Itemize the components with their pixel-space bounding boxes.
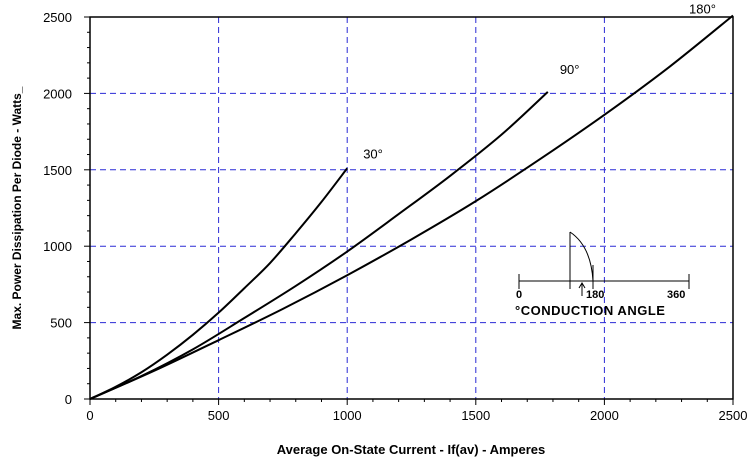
conduction-angle-inset: 0 180 360 °CONDUCTION ANGLE: [515, 231, 690, 318]
plot-frame: [89, 16, 734, 400]
series-line-1: [89, 91, 549, 400]
series-line-2: [89, 14, 734, 400]
inset-title: °CONDUCTION ANGLE: [515, 303, 665, 318]
inset-label-360: 360: [667, 289, 685, 301]
y-tick-label: 1500: [43, 163, 72, 178]
x-tick-label: 1500: [461, 408, 490, 423]
series-curves: 30° 90° 180°: [89, 1, 734, 400]
x-tick-label: 500: [208, 408, 230, 423]
x-axis-title: Average On-State Current - If(av) - Ampe…: [277, 442, 546, 457]
grid-lines: [90, 17, 733, 399]
y-axis-title: Max. Power Dissipation Per Diode - Watts…: [10, 86, 24, 329]
x-tick-label: 2500: [719, 408, 748, 423]
series-label-2: 180°: [689, 1, 716, 16]
y-tick-label: 500: [50, 316, 72, 331]
inset-waveform-arc: [569, 231, 594, 282]
x-tick-label: 0: [86, 408, 93, 423]
tick-labels: 0 500 1000 1500 2000 2500 0 500 1000 1500 2000 2500: [43, 10, 747, 423]
y-tick-label: 2500: [43, 10, 72, 25]
axis-ticks: [84, 16, 734, 405]
series-line-0: [89, 167, 348, 400]
x-tick-label: 2000: [590, 408, 619, 423]
series-label-1: 90°: [560, 62, 580, 77]
inset-label-0: 0: [516, 289, 522, 301]
y-tick-label: 2000: [43, 86, 72, 101]
y-tick-label: 0: [65, 392, 72, 407]
x-tick-label: 1000: [333, 408, 362, 423]
inset-label-180: 180: [586, 289, 604, 301]
inset-arrow-head: [578, 282, 586, 289]
y-tick-label: 1000: [43, 239, 72, 254]
series-label-0: 30°: [363, 146, 383, 161]
